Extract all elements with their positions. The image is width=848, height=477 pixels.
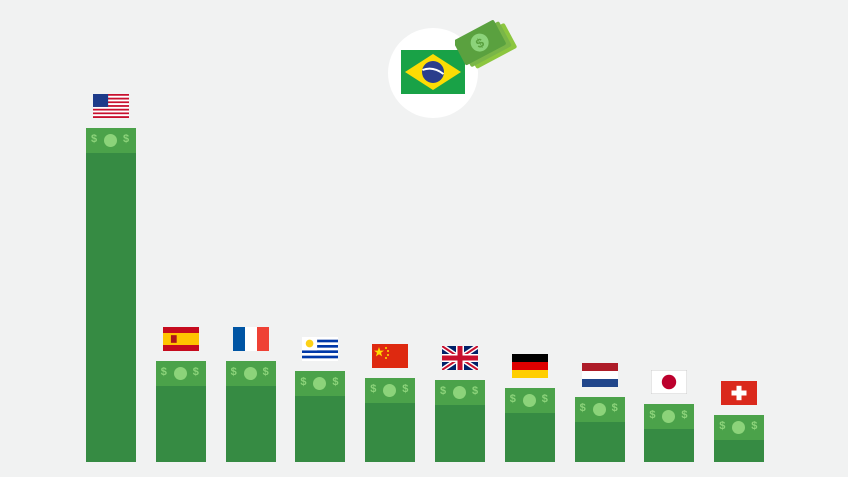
dollar-bill-icon: $ $ (155, 361, 206, 387)
china-flag-icon (372, 344, 409, 369)
dollar-bill-icon: $ $ (86, 128, 136, 153)
france-flag-icon (232, 327, 269, 352)
dollar-bill-icon: $ $ (365, 378, 416, 404)
usa-flag-icon (93, 94, 129, 118)
japan-flag-icon (651, 370, 688, 395)
dollar-bill-icon: $ $ (504, 388, 555, 414)
netherlands-flag-icon (581, 363, 618, 388)
bar-usa (86, 128, 136, 462)
dollar-bill-icon: $ $ (574, 397, 625, 423)
uk-flag-icon (442, 346, 478, 371)
switzerland-flag-icon (721, 381, 758, 406)
dollar-bill-icon: $ $ (435, 380, 485, 406)
brazil-flag-icon (401, 50, 465, 94)
germany-flag-icon (511, 354, 548, 379)
dollar-bill-icon: $ $ (644, 404, 695, 430)
dollar-bill-icon: $ $ (295, 371, 346, 397)
money-bills-icon: $ (455, 20, 517, 69)
uruguay-flag-icon (302, 337, 339, 362)
dollar-bill-icon: $ $ (714, 415, 765, 441)
spain-flag-icon (162, 327, 199, 352)
dollar-bill-icon: $ $ (225, 361, 276, 387)
